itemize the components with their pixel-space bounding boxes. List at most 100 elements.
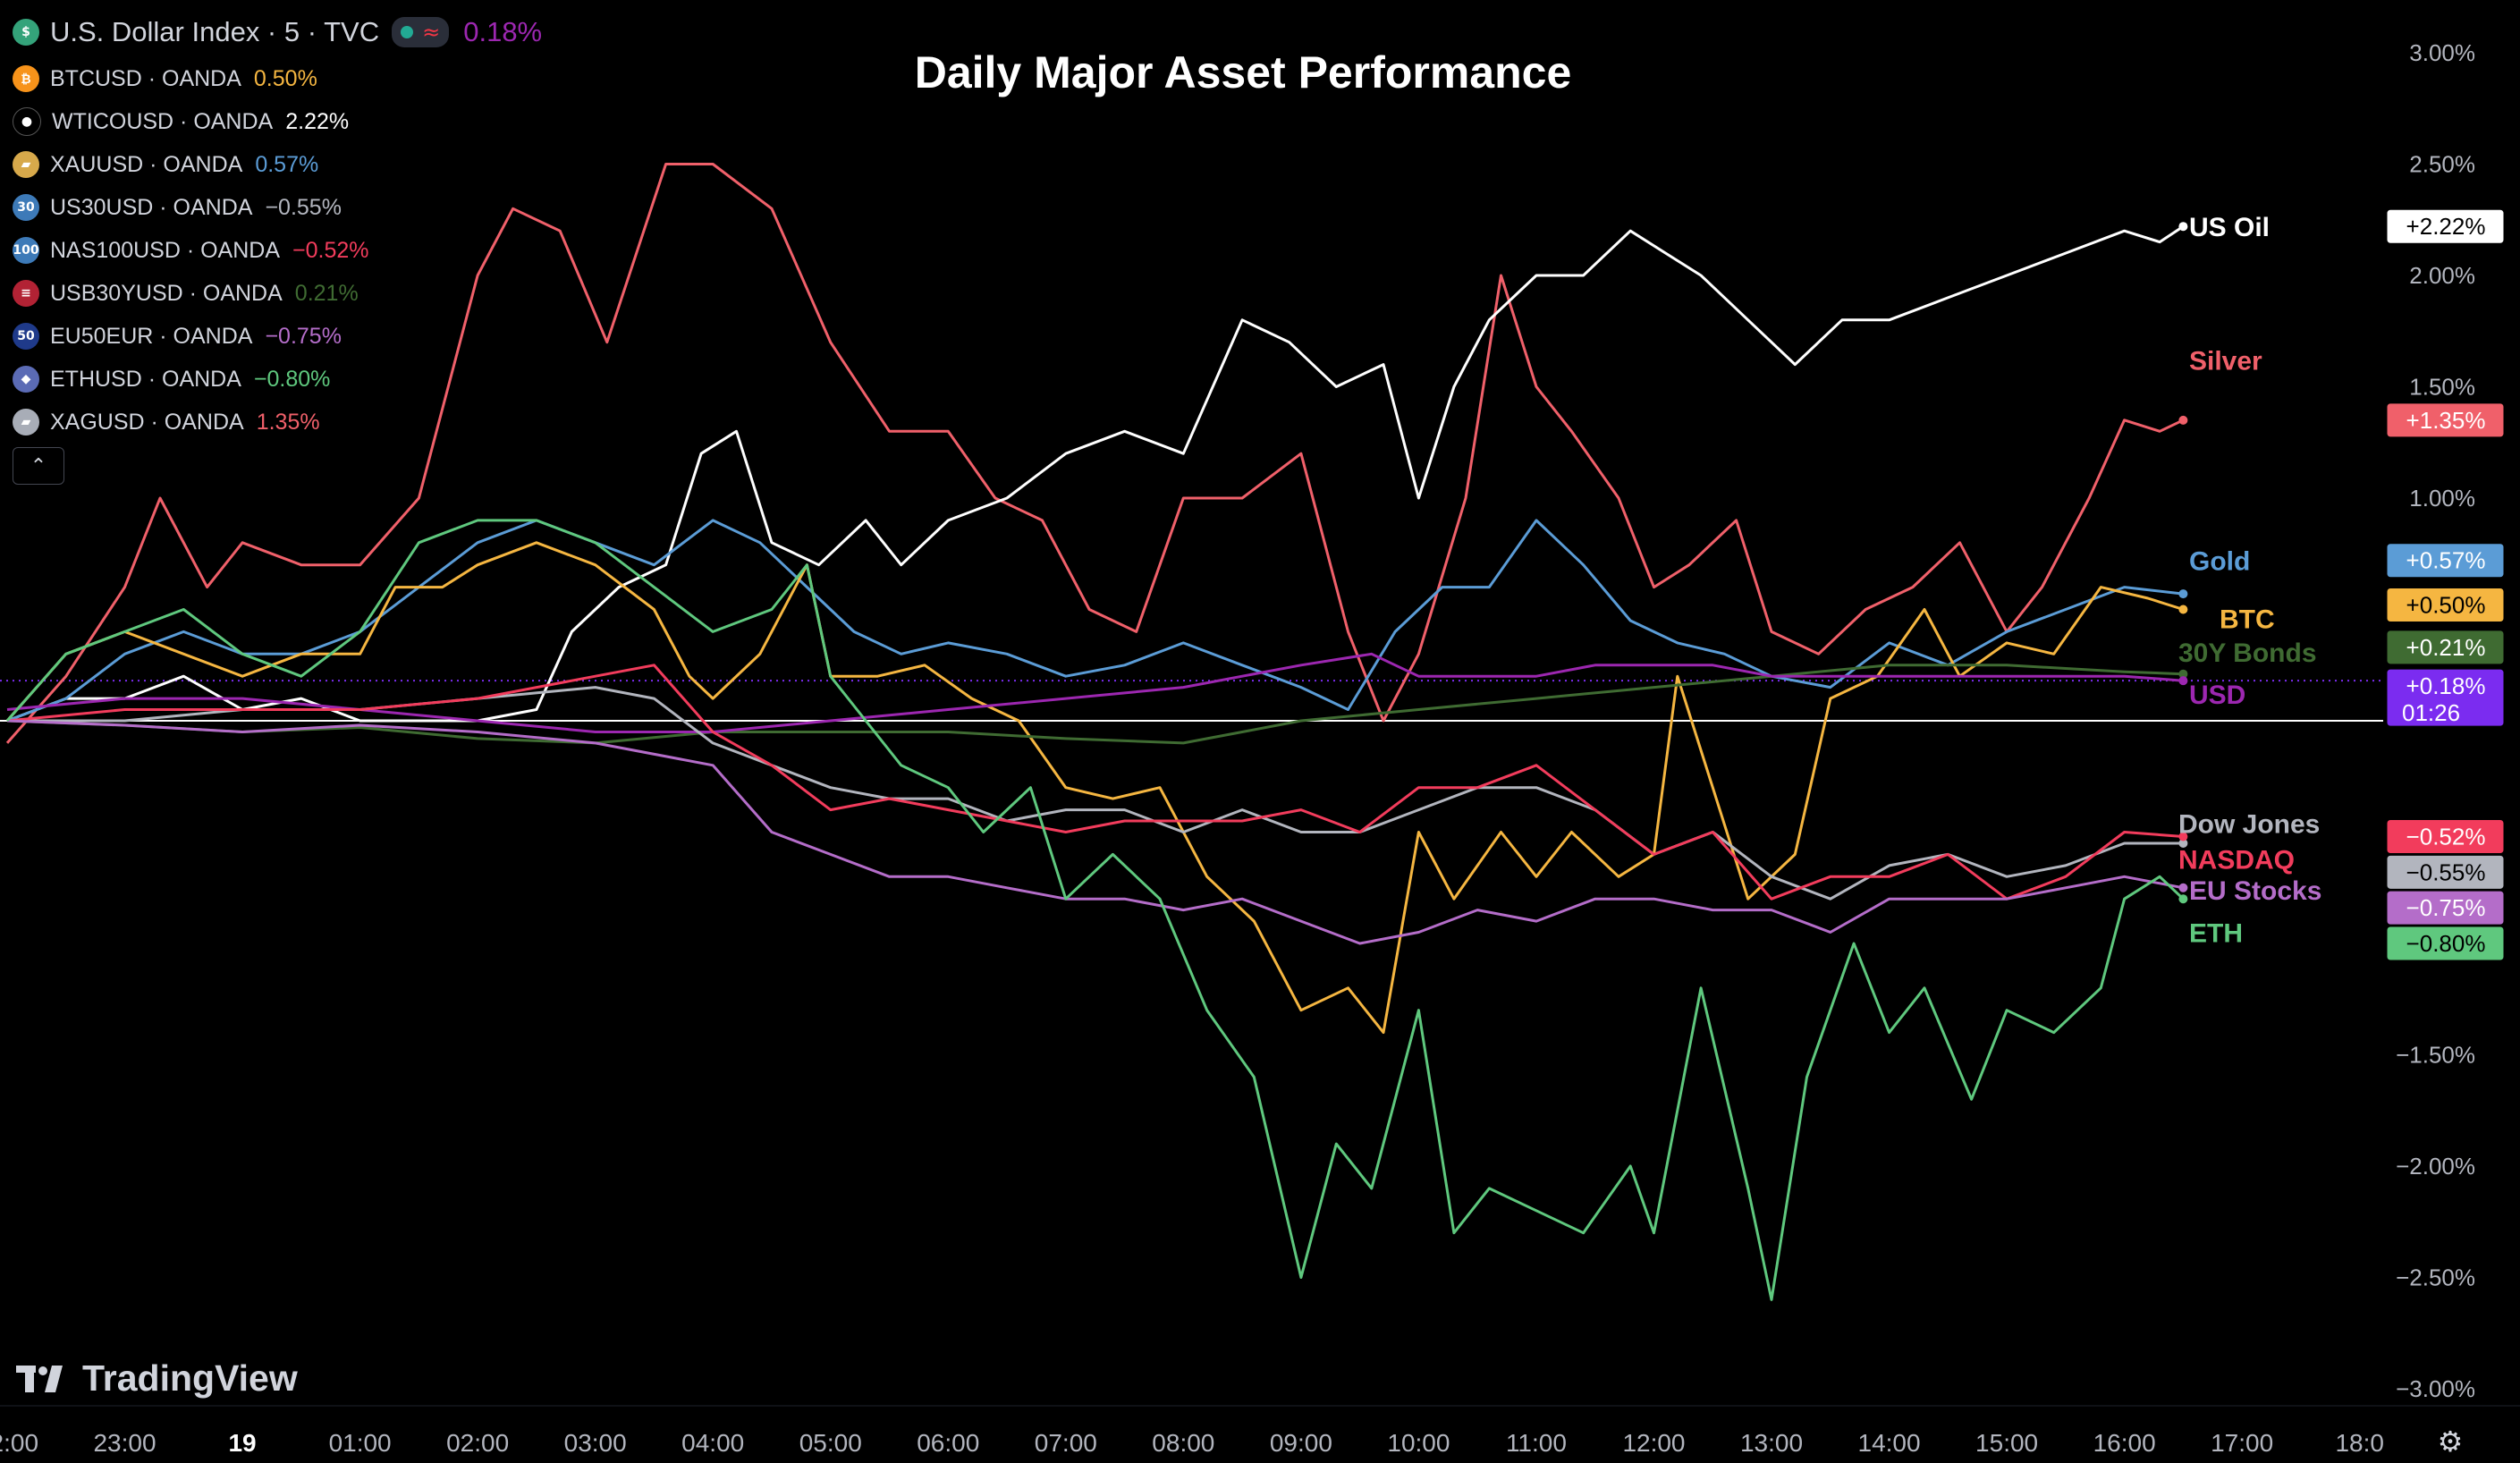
- series-line-dow-jones[interactable]: [7, 686, 2184, 901]
- time-axis[interactable]: 22:00 23:00 19 01:00 02:00 03:00 04:00 05:00 06:…: [0, 1405, 2520, 1457]
- price-axis[interactable]: 3.00% 2.50% 2.00% 1.50% 1.00% −1.50% −2.00% −2.…: [2396, 39, 2475, 1402]
- last-value-badges: +2.22% +1.35% +0.57% +0.50% +0.21% +0.18%01:2…: [2386, 208, 2505, 961]
- legend-symbol-value: 0.50%: [253, 65, 317, 91]
- legend-row-xau[interactable]: ▰ XAUUSD · OANDA 0.57%: [13, 143, 542, 186]
- badge-value: +1.35%: [2406, 407, 2486, 434]
- legend-row-eth[interactable]: ◆ ETHUSD · OANDA −0.80%: [13, 358, 542, 401]
- time-tick-label: 11:00: [1506, 1429, 1567, 1457]
- main-symbol-row[interactable]: $ U.S. Dollar Index · 5 · TVC ≈ 0.18%: [13, 7, 542, 57]
- series-endpoint: [2178, 669, 2188, 679]
- nas100-icon: 100: [13, 237, 39, 264]
- tradingview-logo: TradingView: [16, 1357, 298, 1400]
- dollar-icon: $: [13, 19, 39, 46]
- gold-bar-icon: ▰: [13, 151, 39, 178]
- series-line-gold[interactable]: [6, 519, 2184, 723]
- time-tick-label: 05:00: [799, 1429, 862, 1457]
- last-value-badge: −0.55%: [2386, 854, 2505, 890]
- collapse-legend-button[interactable]: ⌃: [13, 447, 64, 485]
- series-endpoint: [2178, 894, 2188, 904]
- price-tick-label: −2.50%: [2396, 1264, 2475, 1291]
- series-endpoint: [2178, 832, 2188, 841]
- time-tick-label: 22:00: [0, 1429, 38, 1457]
- main-symbol-value: 0.18%: [463, 16, 543, 47]
- series-line-us-oil[interactable]: [6, 224, 2185, 723]
- legend-symbol-value: −0.52%: [292, 237, 369, 263]
- logo-text: TradingView: [82, 1357, 298, 1399]
- chart-settings-button[interactable]: ⚙: [2432, 1424, 2468, 1459]
- price-tick-label: 3.00%: [2409, 39, 2475, 66]
- series-endpoint: [2178, 605, 2188, 614]
- price-tick-label: −1.50%: [2396, 1042, 2475, 1069]
- time-tick-label: 10:00: [1387, 1429, 1450, 1457]
- silver-bar-icon: ▰: [13, 409, 39, 436]
- symbol-legend: $ U.S. Dollar Index · 5 · TVC ≈ 0.18% ₿ B…: [13, 7, 542, 485]
- series-label: US Oil: [2189, 213, 2270, 242]
- legend-symbol-value: 1.35%: [256, 409, 320, 435]
- time-tick-label: 18:0: [2335, 1429, 2384, 1457]
- badge-value: −0.80%: [2406, 930, 2486, 957]
- us30-icon: 30: [13, 194, 39, 221]
- time-tick-label: 14:00: [1858, 1429, 1921, 1457]
- badge-value: −0.55%: [2406, 858, 2486, 885]
- series-endpoint: [2178, 222, 2188, 232]
- series-label: BTC: [2220, 605, 2275, 634]
- price-tick-label: −2.00%: [2396, 1153, 2475, 1180]
- last-value-badge: +0.18%01:26: [2386, 668, 2505, 727]
- series-label: Silver: [2189, 347, 2262, 376]
- last-value-badge: +0.57%: [2386, 543, 2505, 579]
- time-tick-label: 02:00: [446, 1429, 509, 1457]
- series-line-usd[interactable]: [6, 652, 2184, 733]
- gear-icon: ⚙: [2437, 1425, 2464, 1459]
- badge-value: −0.52%: [2406, 823, 2486, 850]
- legend-row-wti[interactable]: ● WTICOUSD · OANDA 2.22%: [13, 100, 542, 143]
- last-value-badge: +2.22%: [2386, 208, 2505, 244]
- time-tick-label: 08:00: [1152, 1429, 1214, 1457]
- time-tick-label: 23:00: [93, 1429, 156, 1457]
- badge-countdown: 01:26: [2402, 699, 2460, 726]
- series-line-30y-bonds[interactable]: [6, 664, 2184, 745]
- bitcoin-icon: ₿: [13, 65, 39, 92]
- series-line-silver[interactable]: [5, 163, 2185, 744]
- badge-value: +0.57%: [2406, 547, 2486, 574]
- legend-symbol-value: −0.55%: [265, 194, 342, 220]
- legend-row-usb[interactable]: ≡ USB30YUSD · OANDA 0.21%: [13, 272, 542, 315]
- series-endpoint: [2178, 676, 2188, 686]
- badge-value: +0.18%: [2406, 672, 2486, 699]
- series-line-eu-stocks[interactable]: [6, 719, 2184, 945]
- last-value-badge: +0.21%: [2386, 630, 2505, 665]
- chart-title: Daily Major Asset Performance: [915, 47, 1572, 97]
- last-value-badge: +1.35%: [2386, 402, 2505, 438]
- series-endpoint: [2178, 883, 2188, 892]
- legend-symbol-name: WTICOUSD · OANDA: [52, 108, 274, 134]
- legend-symbol-value: 0.21%: [294, 280, 359, 306]
- legend-symbol-value: 0.57%: [255, 151, 319, 177]
- price-tick-label: −3.00%: [2396, 1375, 2475, 1402]
- legend-row-eu50[interactable]: 50 EU50EUR · OANDA −0.75%: [13, 315, 542, 358]
- legend-symbol-name: XAUUSD · OANDA: [50, 151, 243, 177]
- us-flag-icon: ≡: [13, 280, 39, 307]
- series-line-nasdaq[interactable]: [6, 664, 2184, 901]
- time-tick-label: 07:00: [1035, 1429, 1097, 1457]
- legend-row-btc[interactable]: ₿ BTCUSD · OANDA 0.50%: [13, 57, 542, 100]
- time-tick-label: 16:00: [2093, 1429, 2156, 1457]
- legend-symbol-name: BTCUSD · OANDA: [50, 65, 241, 91]
- legend-row-nas[interactable]: 100 NAS100USD · OANDA −0.52%: [13, 229, 542, 272]
- last-value-badge: −0.80%: [2386, 926, 2505, 961]
- series-label: 30Y Bonds: [2178, 638, 2317, 668]
- legend-row-xag[interactable]: ▰ XAGUSD · OANDA 1.35%: [13, 401, 542, 444]
- legend-symbol-name: XAGUSD · OANDA: [50, 409, 244, 435]
- series-line-eth[interactable]: [5, 519, 2185, 1301]
- price-tick-label: 1.50%: [2409, 374, 2475, 401]
- tradingview-logo-icon: [16, 1365, 63, 1392]
- time-tick-label: 09:00: [1270, 1429, 1332, 1457]
- badge-value: −0.75%: [2406, 894, 2486, 921]
- legend-symbol-value: −0.75%: [265, 323, 342, 349]
- time-tick-label: 03:00: [564, 1429, 627, 1457]
- series-label: USD: [2189, 681, 2245, 710]
- series-endpoint: [2178, 415, 2188, 425]
- legend-row-us30[interactable]: 30 US30USD · OANDA −0.55%: [13, 186, 542, 229]
- last-value-badge: −0.75%: [2386, 890, 2505, 926]
- market-status-pill[interactable]: ≈: [392, 17, 450, 47]
- legend-symbol-name: EU50EUR · OANDA: [50, 323, 253, 349]
